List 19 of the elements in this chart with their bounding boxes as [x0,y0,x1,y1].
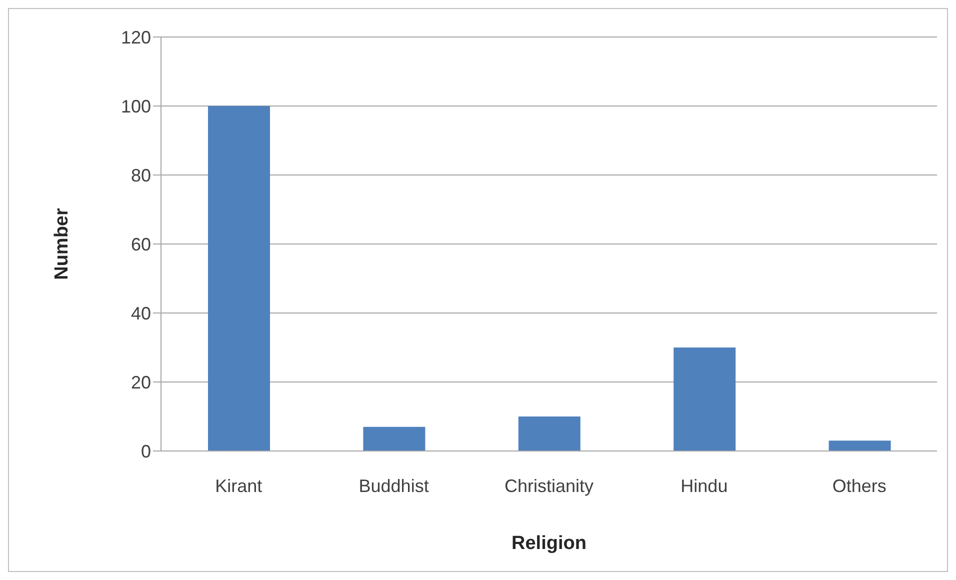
bar [208,106,270,451]
x-tick-label: Buddhist [358,476,429,496]
x-tick-label: Others [832,476,886,496]
bar [363,426,426,451]
bar [674,348,736,451]
y-tick-label: 0 [140,441,151,462]
y-axis-title: Number [52,208,73,280]
y-tick-label: 20 [130,372,151,392]
y-tick-label: 40 [130,303,151,324]
y-tick-label: 80 [130,165,151,186]
y-tick-label: 60 [130,234,151,254]
y-tick-label: 120 [120,27,151,48]
x-tick-label: Christianity [504,476,594,496]
bar [828,440,891,451]
x-tick-label: Hindu [680,476,728,496]
x-axis-title: Religion [512,533,586,554]
bar [518,416,580,451]
x-tick-label: Kirant [215,476,262,496]
y-tick-label: 100 [120,96,151,116]
